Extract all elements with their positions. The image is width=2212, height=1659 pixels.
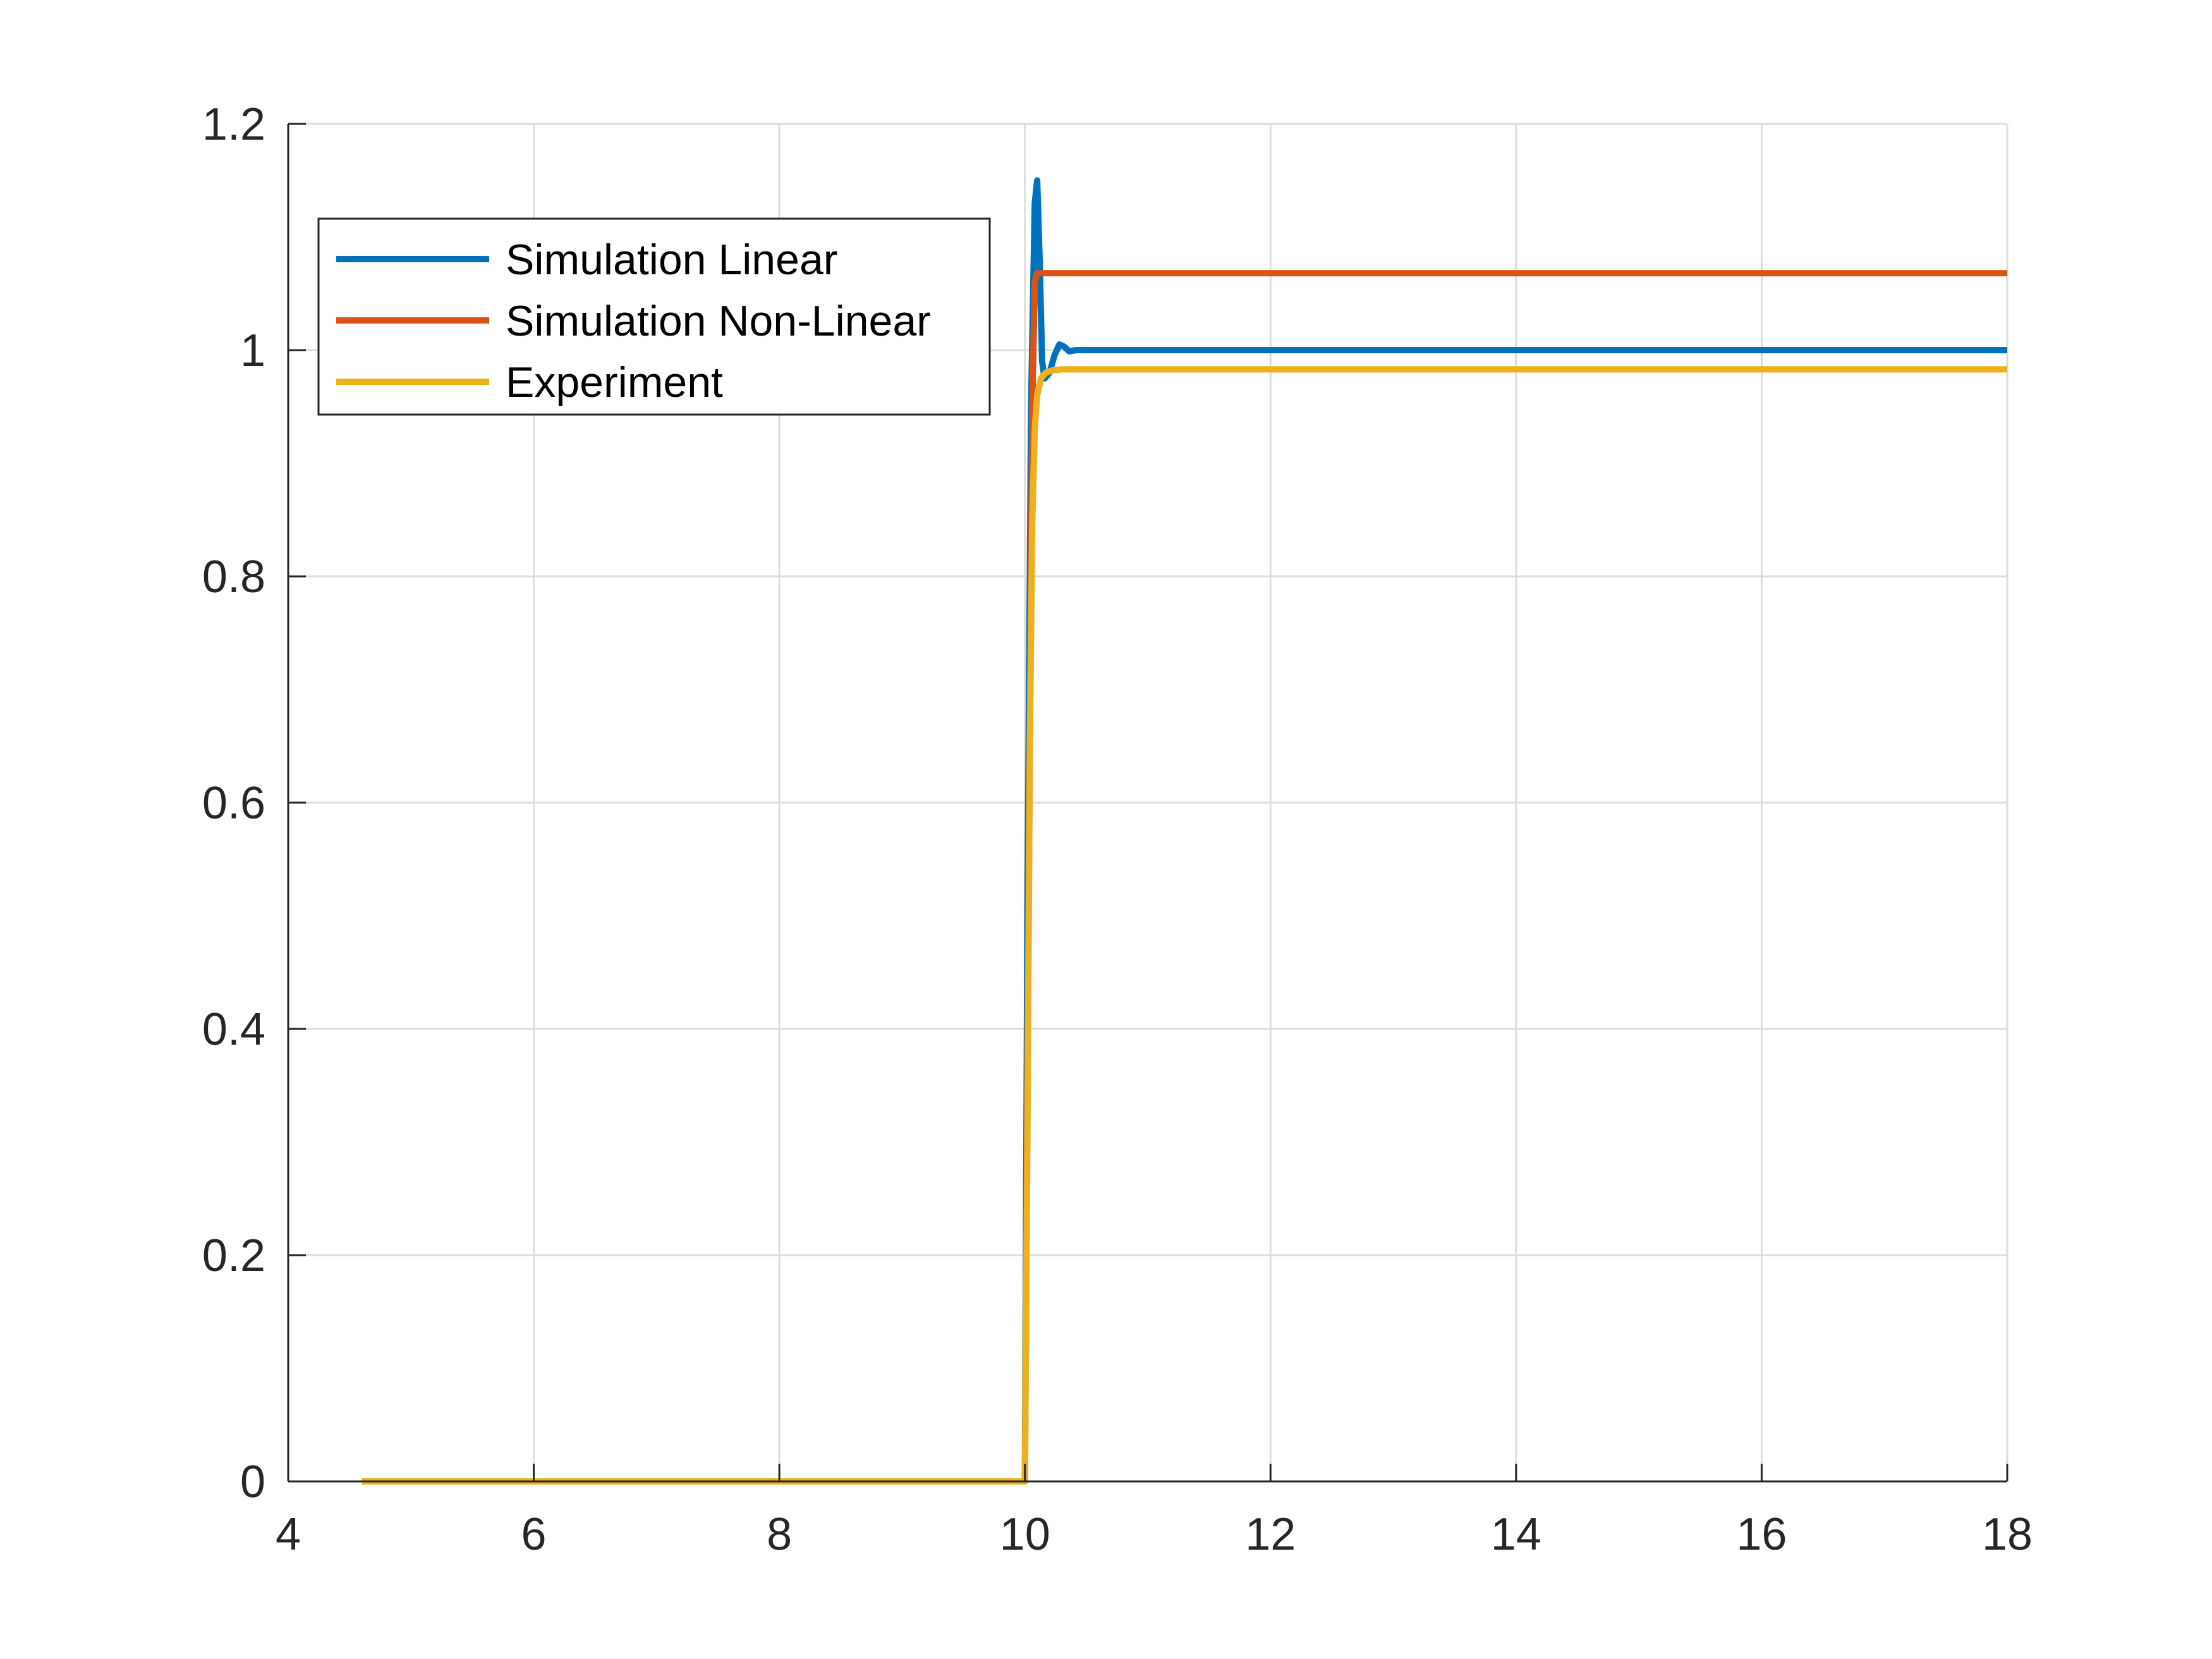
y-tick-label: 0.8 [202,552,265,602]
legend-label-3: Experiment [506,358,723,406]
x-tick-label: 10 [1000,1509,1050,1560]
y-tick-label: 1.2 [202,99,265,150]
x-tick-label: 12 [1245,1509,1296,1560]
x-tick-label: 16 [1736,1509,1787,1560]
y-tick-label: 1 [240,325,265,376]
legend: Simulation Linear Simulation Non-Linear Ex… [317,217,991,416]
y-tick-label: 0.2 [202,1231,265,1281]
legend-label-2: Simulation Non-Linear [506,297,931,345]
x-tick-label: 6 [521,1509,547,1560]
x-tick-label: 18 [1982,1509,2033,1560]
y-tick-label: 0 [240,1457,265,1507]
axes: 4 6 8 10 12 14 16 18 0 0.2 0.4 0.6 0.8 1 1.2 [202,99,2033,1560]
y-tick-label: 0.6 [202,778,265,829]
y-tick-label: 0.4 [202,1004,265,1055]
x-tick-label: 4 [276,1509,301,1560]
x-tick-label: 8 [767,1509,792,1560]
x-tick-label: 14 [1491,1509,1541,1560]
series-line-3 [362,366,2007,1485]
legend-label-1: Simulation Linear [506,236,837,284]
